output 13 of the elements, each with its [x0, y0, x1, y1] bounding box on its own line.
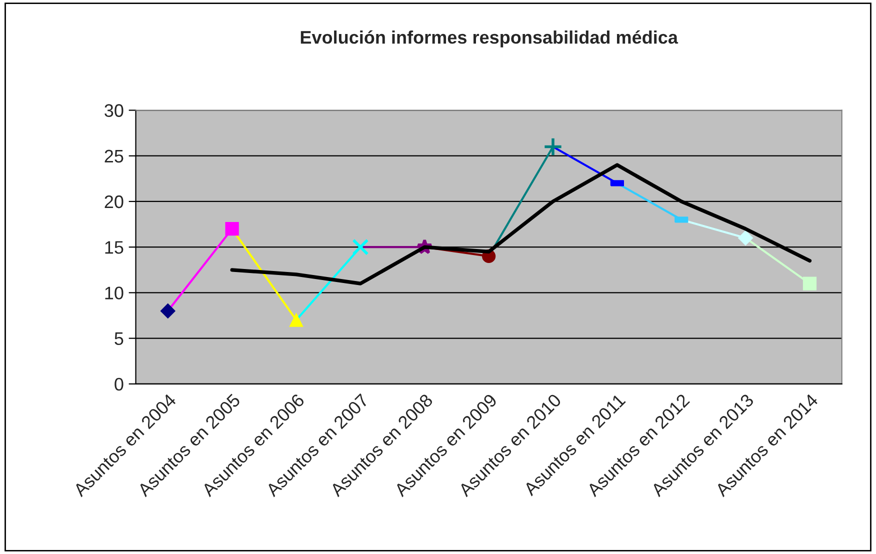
point [160, 304, 176, 318]
chart-title: Evolución informes responsabilidad médica [300, 30, 678, 48]
y-tick-label: 30 [104, 104, 124, 117]
y-tick-label: 10 [105, 286, 124, 300]
y-tick-label: 25 [104, 150, 124, 163]
y-tick-label: 20 [104, 195, 124, 208]
point [738, 230, 753, 246]
y-tick-label: 0 [114, 378, 124, 391]
point [289, 313, 304, 327]
y-tick-label: 15 [105, 241, 124, 254]
y-tick-label: 5 [114, 332, 124, 346]
point [802, 276, 817, 290]
point [225, 222, 239, 236]
